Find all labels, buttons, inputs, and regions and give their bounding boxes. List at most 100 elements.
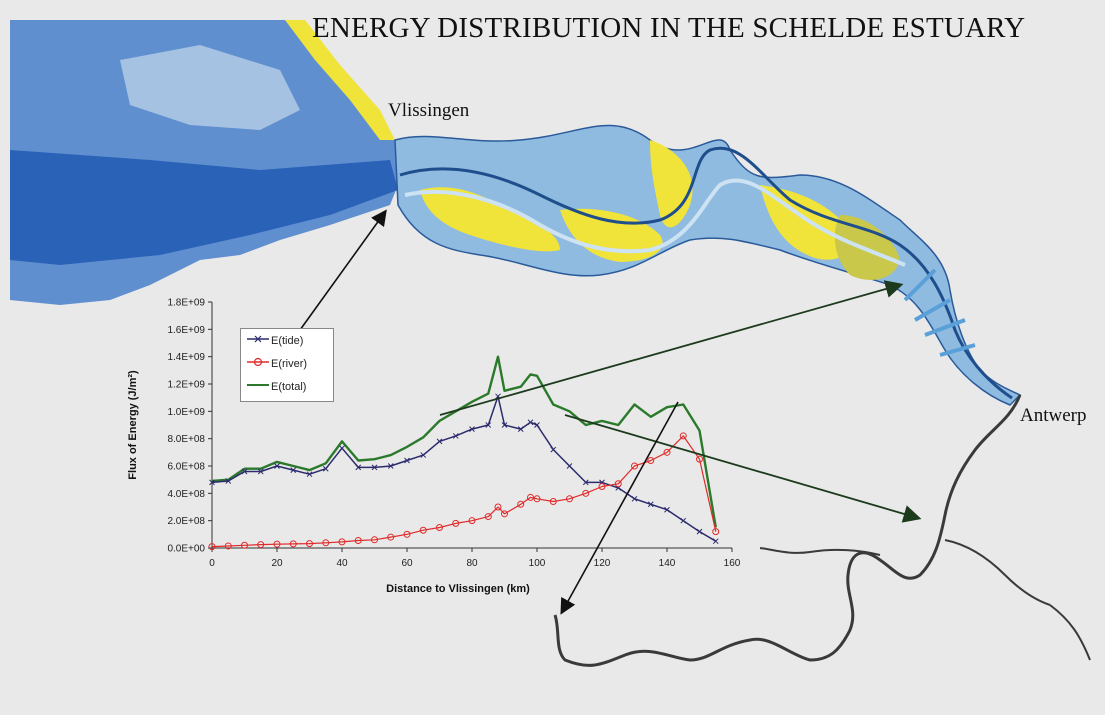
shoal-saeftinghe — [834, 215, 900, 280]
point-river — [306, 540, 313, 548]
point-tide — [371, 464, 378, 471]
y-tick-label: 1.0E+09 — [167, 407, 205, 418]
point-tide — [290, 467, 297, 473]
point-tide — [306, 471, 313, 478]
point-tide — [647, 501, 654, 508]
sea-dark-zone — [10, 150, 398, 265]
point-tide — [582, 479, 589, 486]
arrow-to-antwerp-docks — [439, 280, 904, 416]
x-tick-label: 100 — [529, 558, 546, 569]
legend-swatch-river — [247, 357, 269, 367]
y-tick-label: 1.8E+09 — [167, 298, 205, 309]
point-tide — [566, 463, 573, 469]
point-river — [566, 495, 573, 503]
legend-swatch-tide — [247, 335, 269, 343]
y-tick-label: 0.0E+00 — [167, 544, 205, 555]
x-axis-label: Distance to Vlissingen (km) — [386, 583, 530, 595]
point-river — [387, 533, 395, 541]
point-tide — [420, 452, 427, 458]
legend-label-river: E(river) — [271, 358, 308, 370]
nete-tributary — [1049, 604, 1091, 661]
point-tide — [339, 445, 345, 452]
point-tide — [517, 426, 524, 432]
y-tick-label: 4.0E+08 — [167, 489, 205, 500]
point-river — [663, 448, 671, 456]
point-river — [527, 493, 534, 501]
point-river — [241, 541, 248, 549]
legend-item-tide: E(tide) — [241, 332, 333, 352]
point-river — [631, 462, 638, 470]
durme-tributary — [759, 547, 881, 556]
chart-legend: E(tide) E(river) E(total) — [240, 328, 334, 402]
legend-item-river: E(river) — [241, 355, 333, 375]
series-line-total — [211, 355, 717, 528]
point-river — [419, 526, 427, 534]
x-tick-label: 40 — [336, 558, 348, 569]
point-river — [257, 541, 265, 549]
point-river — [712, 528, 720, 536]
point-tide — [527, 419, 534, 426]
point-river — [679, 432, 687, 440]
label-antwerp: Antwerp — [1020, 405, 1087, 426]
y-tick-label: 8.0E+08 — [167, 434, 205, 445]
upper-schelde-river — [553, 394, 1022, 667]
point-tide — [322, 465, 329, 472]
chart-series — [208, 355, 720, 551]
arrow-to-vlissingen — [299, 209, 387, 331]
point-tide — [631, 495, 638, 502]
point-river — [403, 530, 411, 538]
point-tide — [712, 538, 719, 545]
point-river — [598, 483, 606, 490]
legend-label-tide: E(tide) — [271, 335, 304, 347]
x-tick-label: 160 — [724, 558, 741, 569]
figure-title: ENERGY DISTRIBUTION IN THE SCHELDE ESTUA… — [312, 12, 1026, 44]
x-tick-label: 20 — [271, 558, 283, 569]
point-river — [289, 540, 297, 548]
y-tick-label: 6.0E+08 — [167, 462, 205, 473]
point-river — [647, 457, 655, 465]
y-tick-label: 1.6E+09 — [167, 325, 205, 336]
y-tick-label: 2.0E+08 — [167, 516, 205, 527]
point-tide — [696, 528, 703, 535]
point-tide — [257, 468, 264, 475]
point-tide — [241, 468, 248, 475]
arrow-to-lower-river — [560, 401, 679, 615]
legend-item-total: E(total) — [241, 378, 333, 398]
point-tide — [274, 463, 280, 469]
point-river — [533, 495, 541, 503]
point-river — [582, 489, 590, 497]
antwerp-docks — [903, 268, 976, 357]
x-tick-label: 60 — [401, 558, 413, 569]
chart-axes: 0.0E+00 2.0E+08 4.0E+08 6.0E+08 8.0E+08 1.0E+… — [167, 298, 740, 570]
point-tide — [387, 463, 394, 469]
sea-shoal-zone — [120, 45, 300, 130]
x-tick-label: 80 — [466, 558, 478, 569]
x-tick-label: 120 — [594, 558, 611, 569]
x-tick-label: 0 — [209, 558, 215, 569]
point-tide — [534, 422, 540, 428]
point-river — [517, 500, 525, 508]
legend-swatch-total — [247, 384, 269, 386]
point-tide — [485, 422, 492, 428]
series-line-river — [211, 435, 717, 548]
point-river — [501, 510, 508, 518]
point-river — [614, 480, 622, 488]
point-tide — [209, 479, 215, 486]
point-river — [322, 539, 330, 547]
point-tide — [680, 517, 687, 524]
point-river — [273, 540, 281, 548]
rupel-tributary — [944, 539, 1051, 606]
point-tide — [550, 446, 557, 453]
point-river — [224, 542, 232, 550]
label-vlissingen: Vlissingen — [388, 100, 470, 121]
point-tide — [501, 422, 508, 428]
x-tick-label: 140 — [659, 558, 676, 569]
series-line-tide — [211, 395, 717, 542]
point-river — [549, 498, 557, 506]
point-river — [452, 519, 460, 527]
point-tide — [355, 464, 362, 471]
